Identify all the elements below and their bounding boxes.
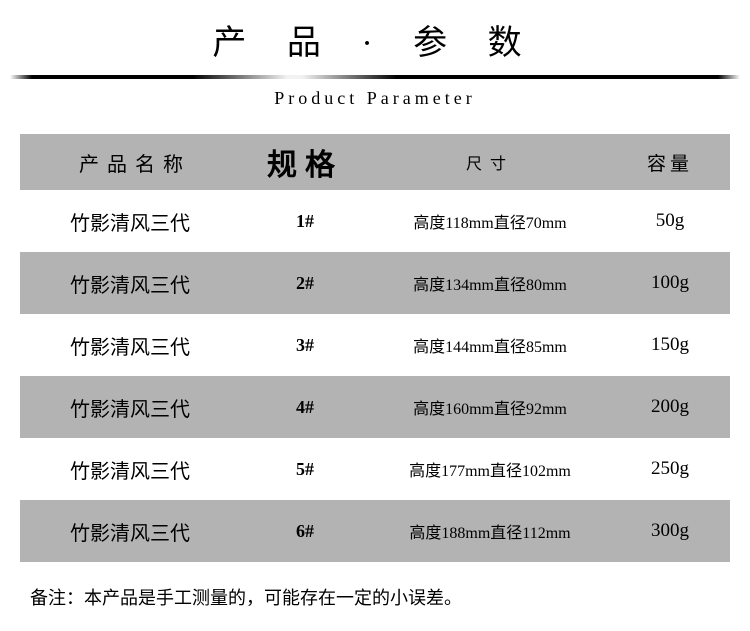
cell-name: 竹影清风三代 [20, 269, 240, 298]
cell-name: 竹影清风三代 [20, 207, 240, 236]
cell-capacity: 200g [610, 396, 730, 418]
cell-capacity: 50g [610, 210, 730, 232]
cell-size: 高度144mm直径85mm [370, 333, 610, 357]
column-header-spec: 规格 [240, 140, 370, 184]
cell-name: 竹影清风三代 [20, 393, 240, 422]
column-header-name: 产品名称 [20, 148, 240, 177]
table-row: 竹影清风三代 3# 高度144mm直径85mm 150g [20, 314, 730, 376]
product-table: 产品名称 规格 尺寸 容量 竹影清风三代 1# 高度118mm直径70mm 50… [20, 134, 730, 562]
table-row: 竹影清风三代 1# 高度118mm直径70mm 50g [20, 190, 730, 252]
cell-spec: 3# [240, 335, 370, 356]
table-row: 竹影清风三代 4# 高度160mm直径92mm 200g [20, 376, 730, 438]
header: 产 品 · 参 数 Product Parameter [0, 0, 750, 109]
cell-capacity: 250g [610, 458, 730, 480]
cell-size: 高度118mm直径70mm [370, 209, 610, 233]
cell-capacity: 150g [610, 334, 730, 356]
title-english: Product Parameter [0, 88, 750, 109]
cell-spec: 2# [240, 273, 370, 294]
table-row: 竹影清风三代 6# 高度188mm直径112mm 300g [20, 500, 730, 562]
cell-size: 高度188mm直径112mm [370, 519, 610, 543]
cell-capacity: 300g [610, 520, 730, 542]
cell-name: 竹影清风三代 [20, 517, 240, 546]
column-header-size: 尺寸 [370, 150, 610, 174]
title-chinese: 产 品 · 参 数 [0, 15, 750, 64]
table-header-row: 产品名称 规格 尺寸 容量 [20, 134, 730, 190]
table-row: 竹影清风三代 2# 高度134mm直径80mm 100g [20, 252, 730, 314]
cell-name: 竹影清风三代 [20, 455, 240, 484]
footnote: 备注：本产品是手工测量的，可能存在一定的小误差。 [30, 584, 720, 610]
cell-size: 高度177mm直径102mm [370, 457, 610, 481]
cell-spec: 4# [240, 397, 370, 418]
table-row: 竹影清风三代 5# 高度177mm直径102mm 250g [20, 438, 730, 500]
cell-spec: 5# [240, 459, 370, 480]
cell-size: 高度160mm直径92mm [370, 395, 610, 419]
divider-line [10, 75, 740, 79]
cell-size: 高度134mm直径80mm [370, 271, 610, 295]
cell-spec: 1# [240, 211, 370, 232]
column-header-capacity: 容量 [610, 149, 730, 176]
cell-capacity: 100g [610, 272, 730, 294]
divider [0, 72, 750, 82]
cell-name: 竹影清风三代 [20, 331, 240, 360]
cell-spec: 6# [240, 521, 370, 542]
